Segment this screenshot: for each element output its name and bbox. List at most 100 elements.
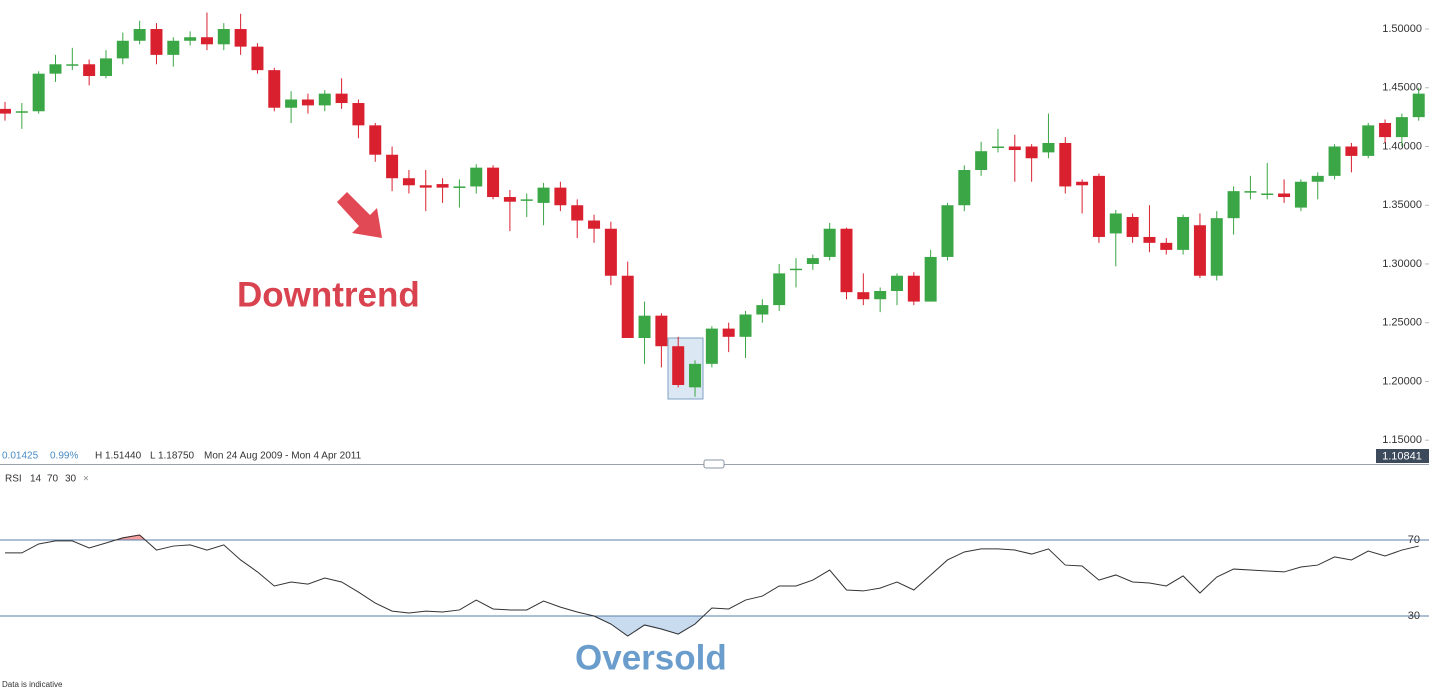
rsi-zone [5,534,1419,540]
candle-body [1008,146,1021,151]
candle-body [251,46,264,71]
candle-body [806,258,819,264]
downtrend-label: Downtrend [237,275,420,314]
candle-body [402,178,415,186]
candle-body [638,315,651,338]
candle-body [83,64,96,77]
rsi-upper: 70 [47,474,59,485]
oversold-label: Oversold [575,638,727,677]
candle-body [66,64,79,66]
candle-body [369,125,382,155]
candle-body [1143,236,1156,243]
high-value: H 1.51440 [95,451,142,462]
candle-body [907,275,920,302]
rsi-zone-fill [5,535,1419,540]
candle-body [1379,123,1392,138]
candle-body [167,40,180,55]
candle-body [335,93,348,104]
candle-body [890,275,903,292]
candle-body [1395,117,1408,138]
candle-body [554,187,567,206]
candle-body [234,29,247,47]
y-tick-label: 1.25000 [1382,317,1422,329]
candle-body [200,37,213,45]
y-tick-label: 1.35000 [1382,199,1422,211]
price-badge [1376,449,1429,463]
candle-body [217,29,230,45]
candle-body [1412,93,1425,118]
candle-body [99,58,112,77]
candle-body [1328,146,1341,176]
candle-body [874,291,887,300]
rsi-zone-fill [5,616,1419,636]
y-tick-label: 1.30000 [1382,258,1422,270]
candle-body [503,197,516,202]
resize-handle[interactable] [703,459,725,469]
footer: Data is indicative [2,680,63,689]
candle-body [116,40,129,59]
candle-body [301,99,314,106]
candle-body [1177,216,1190,250]
candle-body [419,185,432,188]
rsi-close[interactable]: × [83,474,89,485]
candle-body [604,228,617,276]
rsi-line [5,534,1419,637]
candle-body [689,363,702,388]
rsi-tick-label: 70 [1408,534,1420,546]
candle-body [32,73,45,112]
candle-body [790,268,803,271]
candle-body [1193,225,1206,276]
candle-body [1294,181,1307,208]
y-tick-label: 1.15000 [1382,434,1422,446]
candle-body [1244,191,1257,193]
candle-body [436,184,449,188]
candle-body [924,256,937,302]
candle-body [1092,175,1105,237]
candle-body [1311,175,1324,182]
candle-body [1126,216,1139,237]
candle-body [1261,193,1274,195]
candle-body [722,328,735,337]
candle-body [1042,142,1055,153]
candle-body [655,315,668,347]
change-pct: 0.99% [50,451,78,462]
candle-body [470,167,483,187]
candle-body [537,187,550,203]
candle-body [857,292,870,300]
rsi-zone [5,616,1419,637]
low-value: L 1.18750 [150,451,195,462]
candle-body [49,64,62,74]
candle-body [705,328,718,364]
candle-body [941,205,954,257]
y-tick-label: 1.20000 [1382,375,1422,387]
candle-body [0,108,11,114]
candle-body [773,273,786,306]
candle-body [756,305,769,315]
candle-body [1210,218,1223,276]
candle-body [487,167,500,198]
y-tick-label: 1.45000 [1382,82,1422,94]
candle-body [268,70,281,108]
candle-body [588,220,601,229]
last-price: 1.10841 [1382,450,1422,462]
candle-body [1076,181,1089,186]
candle-body [1059,142,1072,187]
candle-body [1025,146,1038,159]
rsi-zone-line [114,534,146,540]
candle-body [352,103,365,126]
candle-body [1109,213,1122,234]
candle-body [520,199,533,201]
rsi-tick-label: 30 [1408,610,1420,622]
candle-body [15,111,28,113]
candle-body [1278,193,1291,198]
candle-body [1227,191,1240,219]
candle-body [823,228,836,257]
candle-body [571,205,584,221]
candle-body [184,37,197,41]
candle-body [672,346,685,385]
candle-body [840,228,853,293]
rsi-lower: 30 [65,474,77,485]
trend-arrow [337,192,382,238]
candle-body [975,151,988,170]
